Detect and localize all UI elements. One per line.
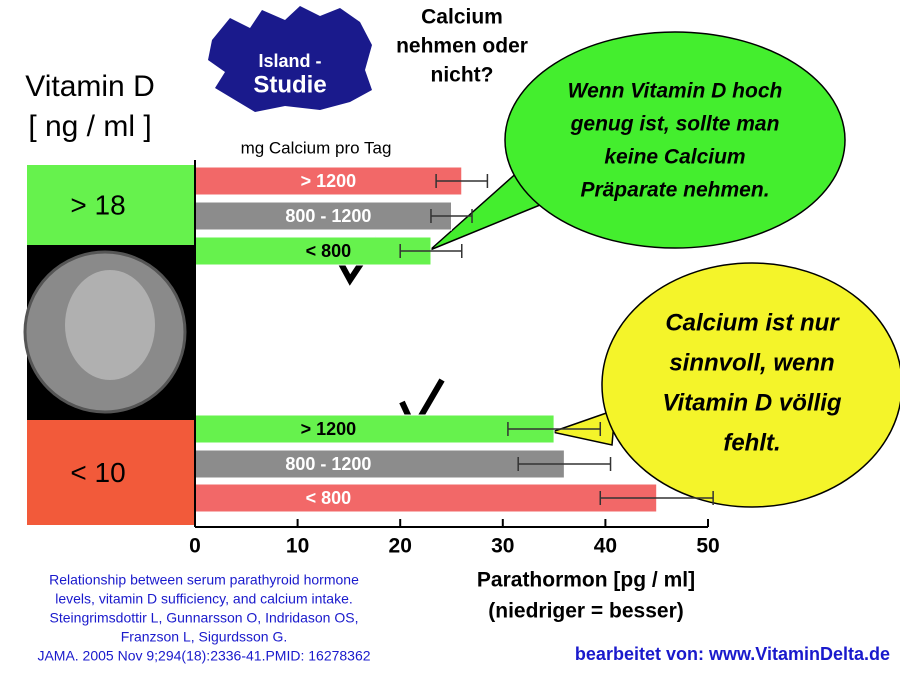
map: [208, 6, 372, 112]
group-box: [27, 165, 195, 245]
error-bar: [517, 457, 612, 471]
bubble-text: Vitamin D völlig: [662, 389, 841, 416]
coin-relief: [65, 270, 155, 380]
bubble-text: keine Calcium: [604, 146, 745, 169]
bar: [194, 201, 452, 231]
x-tick-label: 30: [491, 535, 514, 558]
bar-label: > 1200: [301, 171, 357, 191]
x-axis-title: (niedriger = besser): [488, 600, 684, 623]
question: nicht?: [431, 64, 494, 87]
bubble-text: fehlt.: [723, 429, 780, 456]
speech-bubble: [601, 262, 900, 508]
bar: [194, 483, 658, 513]
bar-label: 800 - 1200: [285, 206, 371, 226]
speech-bubble: [504, 31, 846, 249]
bar-label: < 800: [306, 241, 352, 261]
bubble-text: Calcium ist nur: [665, 309, 840, 336]
bar-label: < 800: [306, 488, 352, 508]
error-bar: [599, 491, 714, 505]
citation: JAMA. 2005 Nov 9;294(18):2336-41.PMID: 1…: [37, 648, 370, 664]
citation: Steingrimsdottir L, Gunnarsson O, Indrid…: [50, 610, 359, 626]
bar: [194, 414, 555, 444]
bar-label: > 1200: [301, 419, 357, 439]
error-bar: [399, 244, 463, 258]
map-label: Island -: [258, 51, 321, 71]
bar: [194, 236, 432, 266]
bubble-text: genug ist, sollte man: [570, 113, 780, 136]
x-tick-label: 20: [389, 535, 412, 558]
citation: Franzson L, Sigurdsson G.: [121, 629, 288, 645]
bar-label: 800 - 1200: [285, 454, 371, 474]
bar: [194, 449, 565, 479]
bubble-text: Präparate nehmen.: [580, 179, 769, 202]
error-bar: [435, 174, 489, 188]
question: Calcium: [421, 6, 503, 29]
bubble-tail: [549, 408, 616, 446]
credit: bearbeitet von: www.VitaminDelta.de: [575, 644, 890, 664]
y-axis-title: [ ng / ml ]: [28, 110, 151, 143]
group-label: < 10: [70, 457, 125, 488]
map-label: Studie: [253, 71, 326, 98]
x-axis-title: Parathormon [pg / ml]: [477, 569, 695, 592]
error-bar: [507, 422, 602, 436]
y-axis-title: Vitamin D: [25, 70, 155, 103]
citation: levels, vitamin D sufficiency, and calci…: [55, 591, 353, 607]
x-tick-label: 0: [189, 535, 201, 558]
citation: Relationship between serum parathyroid h…: [49, 572, 359, 588]
group-label: > 18: [70, 189, 125, 220]
bubble-text: Wenn Vitamin D hoch: [568, 80, 783, 103]
x-tick-label: 40: [594, 535, 617, 558]
legend-title: mg Calcium pro Tag: [241, 138, 392, 157]
group-box: [27, 420, 195, 525]
error-bar: [430, 209, 473, 223]
x-tick-label: 10: [286, 535, 309, 558]
bubble-text: sinnvoll, wenn: [669, 349, 834, 376]
x-tick-label: 50: [696, 535, 719, 558]
question: nehmen oder: [396, 35, 528, 58]
